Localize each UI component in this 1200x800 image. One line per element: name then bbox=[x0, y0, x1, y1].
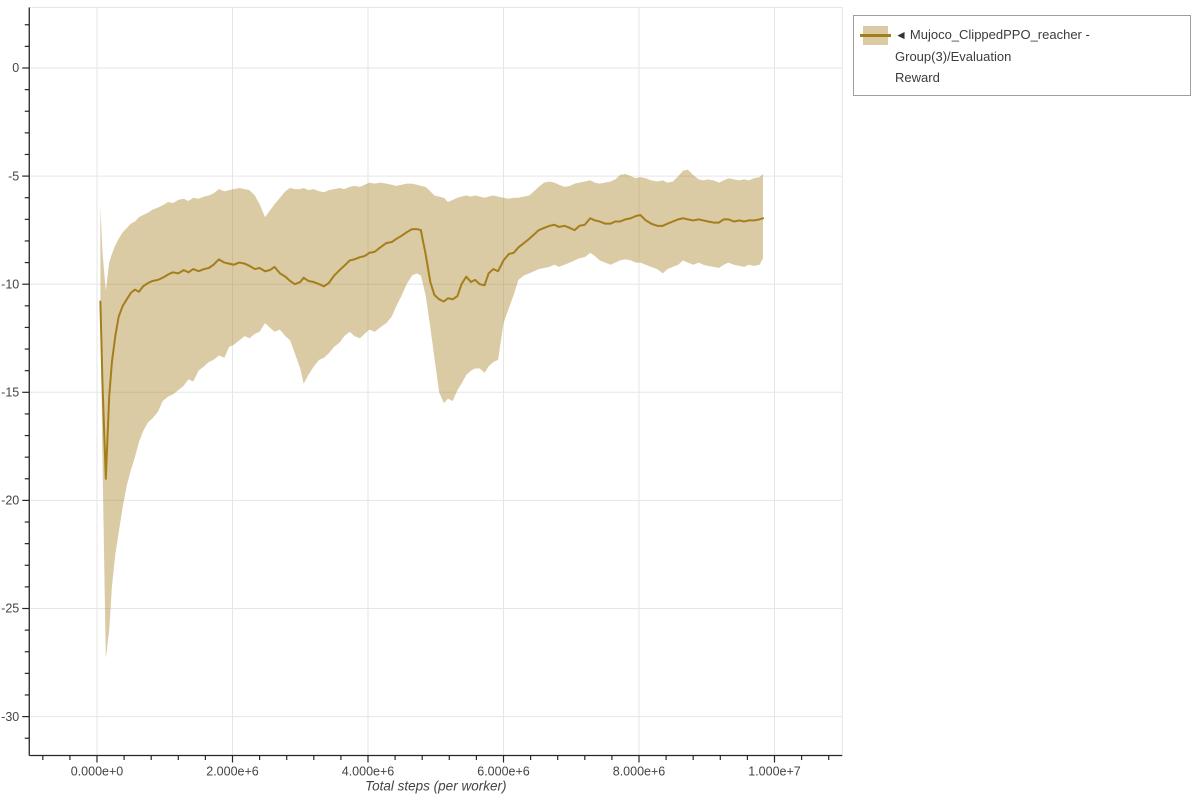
svg-text:1.000e+7: 1.000e+7 bbox=[748, 765, 801, 779]
svg-text:-30: -30 bbox=[1, 710, 19, 724]
legend-box: ◄ Mujoco_ClippedPPO_reacher - Group(3)/Ev… bbox=[853, 15, 1191, 96]
x-tick-labels: 0.000e+0 2.000e+6 4.000e+6 6.000e+6 8.000e+6… bbox=[71, 765, 801, 779]
legend-label-line1: ◄ Mujoco_ClippedPPO_reacher - Group(3)/Ev… bbox=[895, 27, 1090, 64]
legend-label-text: Mujoco_ClippedPPO_reacher - Group(3)/Eva… bbox=[895, 27, 1090, 64]
svg-text:8.000e+6: 8.000e+6 bbox=[613, 765, 666, 779]
legend-item-evaluation-reward[interactable]: ◄ Mujoco_ClippedPPO_reacher - Group(3)/Ev… bbox=[860, 24, 1180, 88]
svg-text:-25: -25 bbox=[1, 602, 19, 616]
line-swatch bbox=[860, 34, 891, 37]
svg-text:-10: -10 bbox=[1, 277, 19, 291]
legend-label: ◄ Mujoco_ClippedPPO_reacher - Group(3)/Ev… bbox=[895, 24, 1180, 88]
svg-text:2.000e+6: 2.000e+6 bbox=[206, 765, 259, 779]
svg-text:0: 0 bbox=[12, 61, 19, 75]
grid-lines bbox=[29, 7, 843, 756]
prev-experiment-arrow-icon: ◄ bbox=[895, 28, 907, 42]
svg-text:0.000e+0: 0.000e+0 bbox=[71, 765, 124, 779]
svg-text:4.000e+6: 4.000e+6 bbox=[342, 765, 395, 779]
svg-text:-5: -5 bbox=[8, 169, 19, 183]
svg-text:-15: -15 bbox=[1, 386, 19, 400]
svg-text:-20: -20 bbox=[1, 494, 19, 508]
axis-ticks bbox=[22, 24, 830, 763]
x-axis-title: Total steps (per worker) bbox=[365, 779, 506, 794]
svg-text:6.000e+6: 6.000e+6 bbox=[477, 765, 530, 779]
y-tick-labels: 0 -5 -10 -15 -20 -25 -30 bbox=[1, 61, 19, 724]
mean-reward-line bbox=[99, 214, 764, 480]
legend-swatch bbox=[860, 26, 891, 45]
confidence-band bbox=[100, 169, 763, 659]
legend-label-line2: Reward bbox=[895, 70, 940, 85]
axis-lines bbox=[28, 7, 843, 757]
